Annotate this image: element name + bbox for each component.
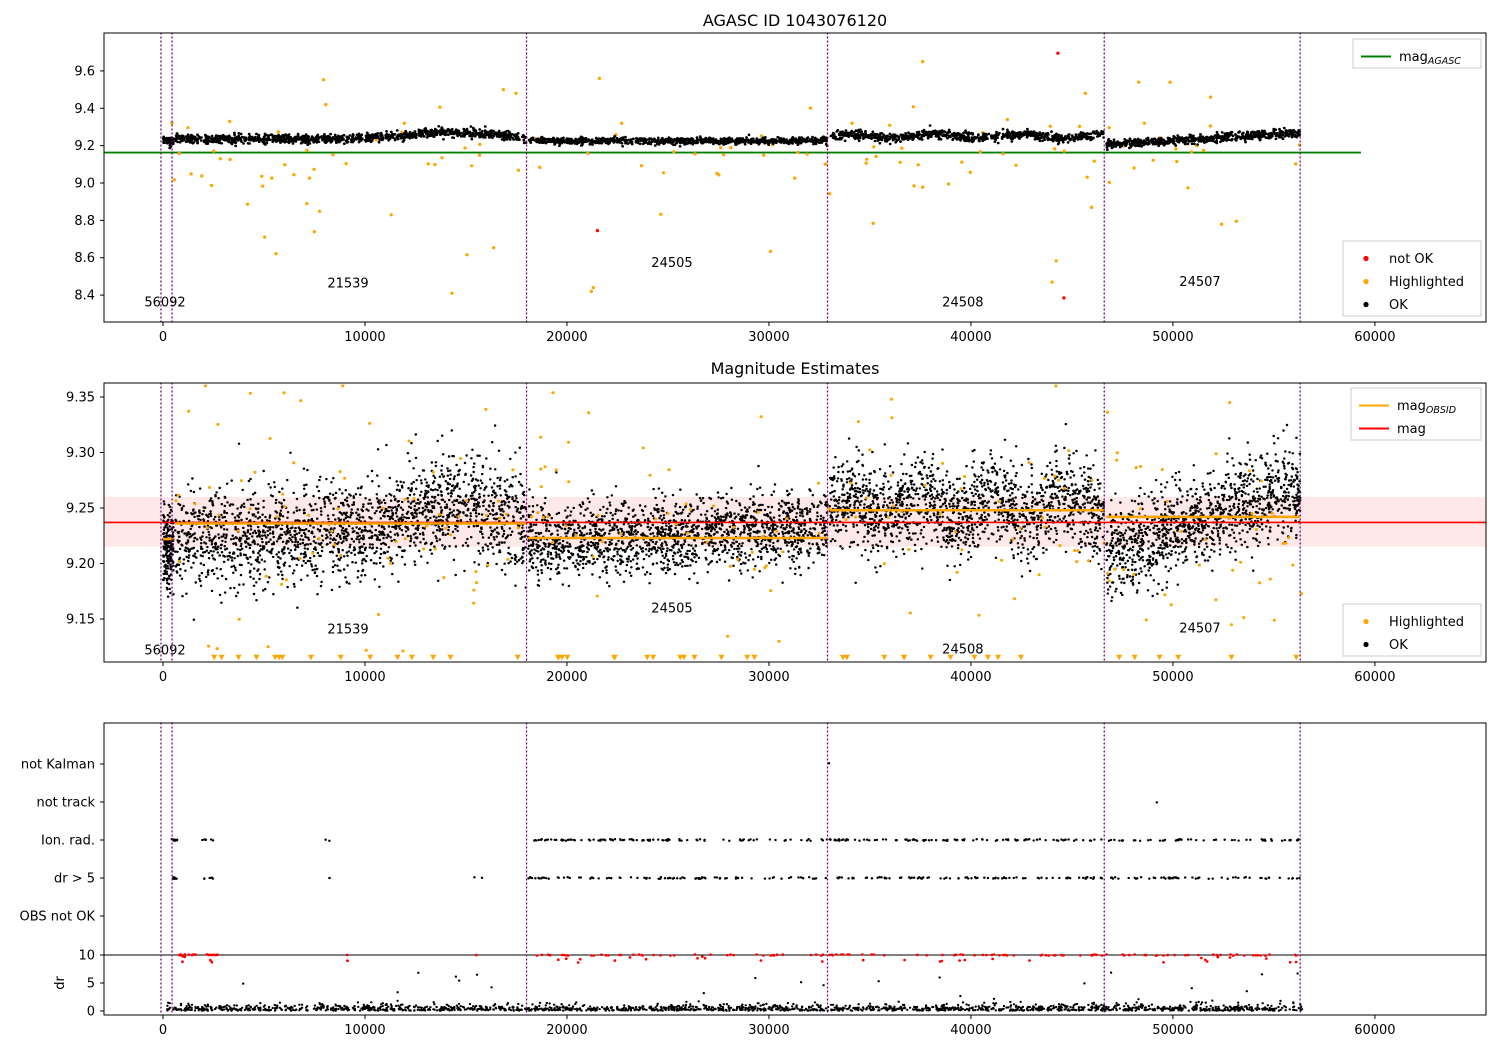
top-chart-title: AGASC ID 1043076120	[703, 11, 887, 30]
legend-label: Highlighted	[1389, 275, 1464, 290]
chart-flags-dr: not Kalman not track Ion. rad. dr > 5 OBS no…	[20, 722, 1487, 1038]
obsid-label: 56092	[144, 295, 185, 310]
x-tick-label: 40000	[950, 1023, 991, 1038]
legend-marker-sample	[1363, 641, 1369, 648]
obsid-label: 56092	[144, 644, 185, 659]
x-tick-label: 10000	[344, 1023, 385, 1038]
dr-ok-dots	[166, 971, 1304, 1012]
axes-frame	[103, 722, 1487, 1016]
legend-label: OK	[1389, 298, 1408, 313]
dr-tick-label: 0	[87, 1005, 95, 1020]
scatter-highlighted	[174, 384, 1303, 658]
obsid-label: 24505	[651, 256, 692, 271]
dr-clipped-dots	[177, 953, 1298, 964]
middle-chart-title: Magnitude Estimates	[711, 359, 880, 378]
legend-label: OK	[1389, 638, 1408, 653]
obsid-label: 21539	[327, 277, 368, 292]
legend-box	[1350, 387, 1482, 441]
x-tick-label: 50000	[1152, 330, 1193, 345]
x-tick-label: 50000	[1152, 670, 1193, 685]
x-tick-label: 60000	[1354, 1023, 1395, 1038]
x-tick-label: 20000	[546, 330, 587, 345]
y-tick-label: 9.35	[66, 390, 95, 405]
x-tick-label: 20000	[546, 670, 587, 685]
flag-dots	[170, 838, 1300, 842]
y-tick-label: 9.20	[66, 557, 95, 572]
x-tick-label: 40000	[950, 670, 991, 685]
y-tick-label: 9.6	[74, 64, 95, 79]
legend-label: not OK	[1389, 252, 1434, 267]
scatter-not-ok	[595, 51, 1066, 300]
clipped-low-markers	[211, 654, 1300, 661]
y-tick-label: 9.25	[66, 502, 95, 517]
obsid-label: 24508	[942, 642, 983, 657]
scatter-ok	[161, 124, 1302, 151]
chart-agasc-mag: 56092 21539 24505 24508 24507 0 10000 20000 3000…	[74, 32, 1487, 345]
x-tick-label: 60000	[1354, 330, 1395, 345]
obsid-label: 24505	[651, 601, 692, 616]
legend-marker-sample	[1363, 301, 1369, 308]
x-tick-label: 30000	[748, 330, 789, 345]
flag-row-label: not Kalman	[21, 758, 95, 773]
y-tick-label: 9.4	[74, 102, 95, 117]
x-tick-label: 0	[159, 1023, 167, 1038]
y-tick-label: 9.0	[74, 177, 95, 192]
obsid-label: 21539	[327, 622, 368, 637]
x-tick-label: 0	[159, 670, 167, 685]
chart-mag-estimates: 56092 21539 24505 24508 24507 0 10000 20000 3000…	[66, 382, 1487, 685]
flag-row-label: not track	[36, 796, 95, 811]
axes-frame	[103, 32, 1487, 323]
y-tick-label: 8.4	[74, 289, 95, 304]
x-tick-label: 10000	[344, 330, 385, 345]
flag-row-label: dr > 5	[54, 872, 95, 887]
x-tick-label: 10000	[344, 670, 385, 685]
y-tick-label: 8.8	[74, 214, 95, 229]
legend-label: Highlighted	[1389, 615, 1464, 630]
x-tick-label: 20000	[546, 1023, 587, 1038]
x-tick-label: 30000	[748, 670, 789, 685]
legend-box	[1342, 603, 1482, 657]
scatter-highlighted	[170, 60, 1302, 295]
legend-box	[1352, 38, 1482, 69]
y-tick-label: 9.15	[66, 613, 95, 628]
dr-tick-label: 10	[78, 949, 95, 964]
x-tick-label: 50000	[1152, 1023, 1193, 1038]
obsid-label: 24507	[1179, 621, 1220, 636]
x-tick-label: 60000	[1354, 670, 1395, 685]
x-tick-label: 40000	[950, 330, 991, 345]
axes-frame	[103, 382, 1487, 663]
legend-label: mag	[1397, 422, 1426, 437]
legend-marker-sample	[1363, 278, 1369, 285]
flag-row-label: Ion. rad.	[41, 834, 95, 849]
y-tick-label: 9.30	[66, 446, 95, 461]
obsid-label: 24507	[1179, 275, 1220, 290]
x-tick-label: 0	[159, 330, 167, 345]
x-tick-label: 30000	[748, 1023, 789, 1038]
flag-row-label: OBS not OK	[20, 910, 96, 925]
y-tick-label: 9.2	[74, 139, 95, 154]
flag-dots	[171, 876, 1301, 880]
legend-marker-sample	[1363, 255, 1369, 262]
dr-tick-label: 5	[87, 977, 95, 992]
y-tick-label: 8.6	[74, 251, 95, 266]
dr-axis-label: dr	[53, 976, 68, 990]
legend-marker-sample	[1363, 618, 1369, 625]
obsid-label: 24508	[942, 295, 983, 310]
